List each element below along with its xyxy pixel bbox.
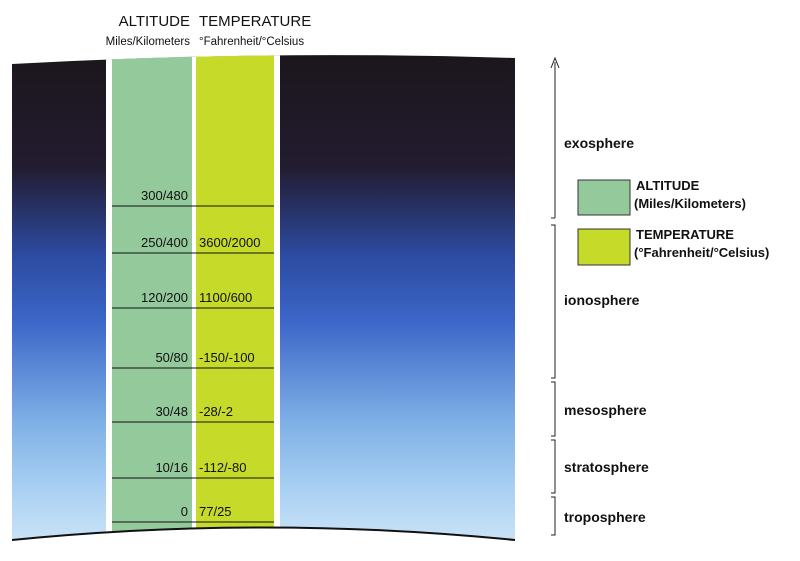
atmosphere-panel xyxy=(12,55,515,540)
temperature-units: °Fahrenheit/°Celsius xyxy=(199,36,304,48)
layer-bracket xyxy=(551,224,556,379)
temperature-column xyxy=(196,55,274,540)
layer-label: ionosphere xyxy=(564,292,640,308)
altitude-value: 120/200 xyxy=(141,290,188,305)
temperature-value: 77/25 xyxy=(199,504,232,519)
altitude-value: 30/48 xyxy=(155,404,188,419)
legend-units: (°Fahrenheit/°Celsius) xyxy=(634,245,769,260)
temperature-value: -112/-80 xyxy=(199,460,246,475)
temperature-value: -28/-2 xyxy=(199,404,233,419)
legend-swatch-altitude xyxy=(577,179,631,216)
altitude-value: 250/400 xyxy=(141,235,188,250)
legend-units: (Miles/Kilometers) xyxy=(634,196,746,211)
layer-label: mesosphere xyxy=(564,402,647,418)
layer-label: exosphere xyxy=(564,135,634,151)
altitude-value: 10/16 xyxy=(155,460,188,475)
layer-bracket xyxy=(551,439,556,494)
temperature-value: -150/-100 xyxy=(199,350,255,365)
arrow-head xyxy=(550,56,560,69)
earth-surface xyxy=(11,526,516,541)
temperature-title: TEMPERATURE xyxy=(199,13,311,30)
temperature-value: 1100/600 xyxy=(199,290,252,305)
altitude-column xyxy=(112,55,192,540)
altitude-value: 300/480 xyxy=(141,188,188,203)
layer-bracket xyxy=(551,496,556,536)
altitude-value: 0 xyxy=(181,504,188,519)
legend-label: TEMPERATURE xyxy=(636,227,734,242)
legend-label: ALTITUDE xyxy=(636,178,700,193)
altitude-value: 50/80 xyxy=(155,350,188,365)
altitude-title: ALTITUDE xyxy=(119,13,190,30)
layer-label: stratosphere xyxy=(564,459,649,475)
legend-swatch-temperature xyxy=(577,228,631,266)
layer-label: troposphere xyxy=(564,509,646,525)
altitude-units: Miles/Kilometers xyxy=(106,36,191,48)
layer-bracket xyxy=(551,381,556,437)
temperature-value: 3600/2000 xyxy=(199,235,260,250)
